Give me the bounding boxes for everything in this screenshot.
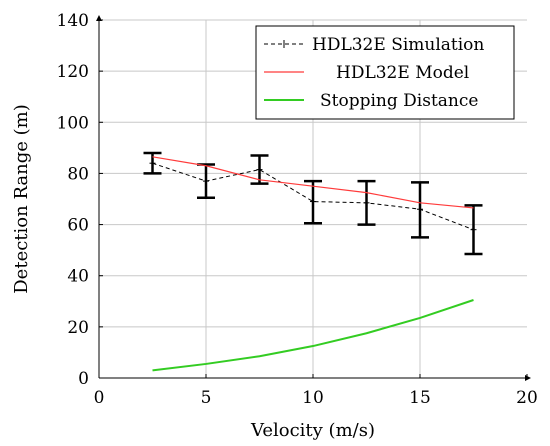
y-tick-label: 140 bbox=[57, 11, 89, 31]
x-tick-label: 15 bbox=[409, 388, 431, 408]
legend-label-stopping: Stopping Distance bbox=[320, 91, 478, 111]
y-axis-title: Detection Range (m) bbox=[11, 104, 32, 294]
x-axis-arrow bbox=[525, 375, 531, 381]
ticks: 0 5 10 15 20 0 20 40 60 80 100 120 140 bbox=[57, 11, 538, 408]
y-tick-label: 20 bbox=[67, 318, 89, 338]
x-tick-label: 0 bbox=[94, 388, 105, 408]
legend-item-model: HDL32E Model bbox=[264, 63, 469, 83]
y-tick-label: 80 bbox=[67, 164, 89, 184]
legend-item-simulation: HDL32E Simulation bbox=[264, 35, 484, 55]
y-tick-label: 100 bbox=[57, 113, 89, 133]
legend: HDL32E Simulation HDL32E Model Stopping … bbox=[255, 25, 515, 120]
legend-label-model: HDL32E Model bbox=[336, 63, 469, 83]
series-line-hdl32e-model bbox=[152, 156, 474, 209]
y-tick-label: 40 bbox=[67, 267, 89, 287]
error-bar bbox=[411, 181, 429, 239]
legend-label-simulation: HDL32E Simulation bbox=[312, 35, 484, 55]
error-bar bbox=[304, 179, 322, 225]
x-tick-label: 20 bbox=[516, 388, 538, 408]
series-layer bbox=[143, 151, 483, 372]
series-line-stopping-distance bbox=[152, 299, 474, 372]
x-tick-label: 10 bbox=[302, 388, 324, 408]
y-tick-label: 0 bbox=[78, 369, 89, 389]
x-axis-title: Velocity (m/s) bbox=[250, 420, 375, 441]
y-tick-label: 60 bbox=[67, 216, 89, 236]
legend-item-stopping: Stopping Distance bbox=[264, 91, 478, 111]
x-tick-label: 5 bbox=[201, 388, 212, 408]
y-tick-label: 120 bbox=[57, 62, 89, 82]
